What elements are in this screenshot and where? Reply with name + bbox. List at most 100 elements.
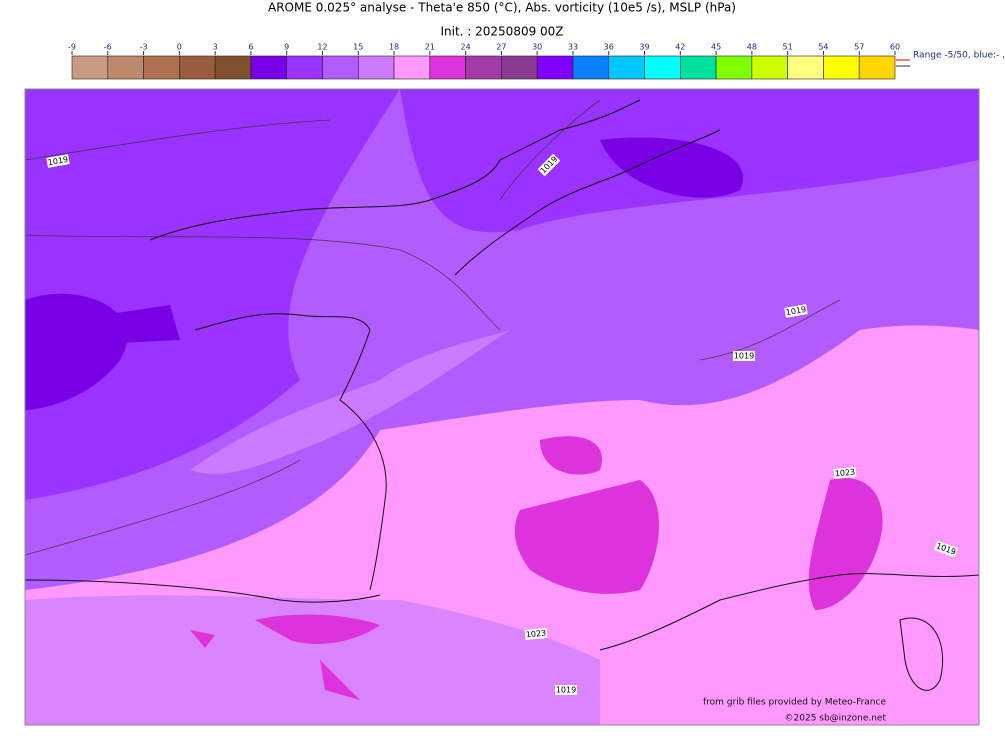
isobar [25, 119, 331, 161]
field [255, 614, 380, 645]
field [25, 89, 979, 233]
contour-label-text: 1019 [47, 155, 69, 167]
field [320, 660, 360, 700]
field [25, 89, 400, 500]
colorbar-tick-label: 48 [747, 43, 757, 52]
colorbar-tick-label: 21 [425, 43, 435, 52]
colorbar-tick-label: 0 [177, 43, 182, 52]
coastline [454, 129, 721, 276]
field [190, 630, 215, 648]
colorbar-tick-label: 60 [890, 43, 900, 52]
colorbar-bin [465, 55, 502, 80]
colorbar-tick-label: 42 [675, 43, 685, 52]
label-box [46, 154, 70, 168]
isobar [699, 299, 841, 361]
colorbar-bin [823, 55, 860, 80]
colorbar-bin [357, 55, 395, 80]
colorbar-bin [680, 55, 717, 80]
range-note: Range -5/50, blue:- , r [913, 51, 1005, 61]
colorbar-tick-label: 57 [854, 43, 864, 52]
colorbar-bin [536, 55, 574, 80]
colorbar-tick-label: 45 [711, 43, 721, 52]
copyright: ©2025 sb@inzone.net [785, 714, 887, 724]
contour-label: 1023 [833, 467, 857, 479]
colorbar-bin [429, 55, 466, 80]
field [190, 330, 510, 474]
label-box [933, 540, 959, 558]
colorbar-bin [393, 55, 431, 80]
colorbar-tick-label: 27 [496, 43, 506, 52]
coastlines [25, 99, 979, 691]
field [540, 436, 602, 475]
label-box [784, 304, 808, 318]
coastline [25, 579, 381, 603]
colorbar-tick-label: 30 [532, 43, 542, 52]
colorbar-bin [322, 55, 359, 80]
colorbar-bin [179, 55, 216, 80]
label-box [524, 628, 548, 640]
colorbar-tick-label: 33 [568, 43, 578, 52]
colorbar-bin [71, 55, 109, 80]
colorbar-tick-label: -9 [68, 43, 76, 52]
colorbar-bin [858, 55, 896, 80]
colorbar-tick-label: 36 [604, 43, 614, 52]
map-frame [24, 88, 980, 726]
colorbar-tick-label: 6 [248, 43, 253, 52]
title: AROME 0.025° analyse - Theta'e 850 (°C),… [268, 1, 736, 15]
source: from grib files provided by Meteo-France [703, 698, 886, 708]
label-box [733, 351, 755, 361]
contour-label: 1023 [524, 628, 548, 640]
colorbar-tick-label: 24 [461, 43, 471, 52]
contour-label: 1019 [555, 685, 577, 695]
colorbar-bin [250, 55, 287, 80]
isobar [25, 234, 501, 331]
colorbar-bin [751, 55, 788, 80]
colorbar-tick-label: 12 [317, 43, 327, 52]
colorbar-bin [715, 55, 753, 80]
colorbar-tick-label: -3 [140, 43, 148, 52]
colorbar-bin [214, 55, 252, 80]
colorbar-bin [787, 55, 824, 80]
contour-label-text: 1019 [785, 305, 807, 317]
colorbar-tick-label: 39 [639, 43, 649, 52]
contour-label: 1019 [46, 154, 70, 168]
field [25, 595, 600, 725]
colorbar-bin [143, 55, 180, 80]
contour-label: 1019 [733, 351, 755, 361]
isobar [499, 99, 601, 201]
colorbar-tick-label: 3 [213, 43, 218, 52]
colorbar-bin [572, 55, 610, 80]
contour-label-text: 1023 [525, 629, 546, 640]
label-box [833, 467, 857, 479]
colorbar-tick-label: 51 [783, 43, 793, 52]
coastline [149, 99, 641, 241]
colorbar-bin [107, 55, 144, 80]
isobar [25, 459, 301, 556]
colorbar-tick-label: -6 [104, 43, 112, 52]
coastline [899, 617, 944, 691]
field [70, 305, 180, 345]
contour-label-text: 1019 [734, 352, 754, 361]
label-box [555, 685, 577, 695]
field [600, 137, 744, 198]
colorbar-tick-label: 54 [818, 43, 828, 52]
colorbar-bin [286, 55, 323, 80]
colorbar-tick-label: 18 [389, 43, 399, 52]
contour-label-text: 1023 [834, 468, 855, 479]
colorbar-bin [644, 55, 681, 80]
colorbar-bin [608, 55, 645, 80]
contour-label-text: 1019 [556, 686, 576, 695]
coastline [599, 573, 979, 651]
isobars [25, 99, 841, 556]
colorbar-bin [501, 55, 538, 80]
colorbar-tick-label: 9 [284, 43, 289, 52]
label-box [537, 153, 561, 177]
contour-label: 1019 [784, 304, 808, 318]
field [514, 480, 659, 594]
colorbar-tick-label: 15 [353, 43, 363, 52]
init-time: Init. : 20250809 00Z [440, 25, 563, 39]
coastline [194, 313, 387, 591]
